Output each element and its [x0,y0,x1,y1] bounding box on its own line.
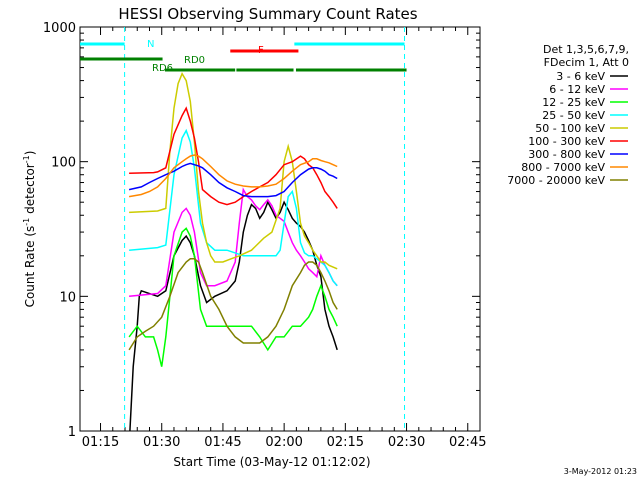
series-line [129,72,338,270]
x-tick-label: 01:15 [82,435,119,450]
x-tick-label: 01:30 [143,435,180,450]
x-tick-label: 02:15 [327,435,364,450]
y-tick-label: 10 [59,290,76,305]
x-tick-label: 02:00 [265,435,302,450]
legend-entry-label: 6 - 12 keV [549,83,605,96]
axis-ticks [80,26,480,432]
series-line [128,154,338,198]
y-axis-label: Count Rate (s-1 detector-1) [22,151,37,308]
series-lines [128,72,338,432]
series-line [129,200,338,432]
legend-entry-label: 25 - 50 keV [542,109,605,122]
y-tick-label: 1 [68,425,76,440]
y-tick-label: 1000 [43,21,76,36]
y-tick-label: 100 [51,156,76,171]
series-line [129,187,338,298]
legend-entry-label: 50 - 100 keV [535,122,605,135]
series-line [128,162,338,198]
state-bar-label: RD6 [152,63,173,74]
legend-entry-label: 800 - 7000 keV [521,161,605,174]
plot-timestamp: 3-May-2012 01:23 [564,467,637,476]
state-bar-label: N [147,39,154,50]
observing-state-bars: N RD0 RD6 F [80,27,407,431]
legend-entry-label: 7000 - 20000 keV [507,174,605,187]
legend-header-line-1: Det 1,3,5,6,7,9, [543,43,629,56]
legend-entry-label: 3 - 6 keV [556,70,605,83]
x-tick-label: 01:45 [204,435,241,450]
plot-frame [79,26,481,432]
series-line [129,106,338,209]
legend-entry-label: 12 - 25 keV [542,96,605,109]
series-line [128,227,338,367]
state-bar-label: F [258,45,264,56]
series-line [128,258,338,351]
legend-header-line-2: FDecim 1, Att 0 [544,56,629,69]
series-line [129,128,338,287]
x-axis-tick-labels: 01:15 01:30 01:45 02:00 02:15 02:30 02:45 [82,435,487,450]
state-bar-label: RD0 [184,55,205,66]
legend: Det 1,3,5,6,7,9, FDecim 1, Att 0 3 - 6 k… [507,43,629,187]
x-axis-label: Start Time (03-May-12 01:12:02) [173,455,370,469]
y-axis-tick-labels: 1 10 100 1000 [43,21,76,440]
chart-title: HESSI Observing Summary Count Rates [118,5,417,23]
x-tick-label: 02:30 [388,435,425,450]
legend-entry-label: 100 - 300 keV [528,135,605,148]
legend-entry-label: 300 - 800 keV [528,148,605,161]
x-tick-label: 02:45 [449,435,486,450]
